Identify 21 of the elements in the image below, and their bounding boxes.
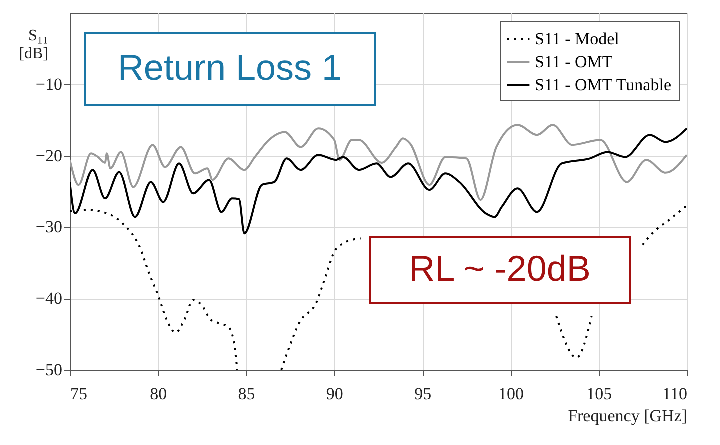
x-tick-label: 90 — [326, 384, 344, 404]
x-tick-label: 95 — [414, 384, 432, 404]
annotation: RL ~ -20dB — [409, 248, 591, 289]
legend-label: S11 - Model — [535, 30, 620, 48]
y-tick-label: −20 — [36, 146, 62, 166]
line-series — [70, 124, 687, 202]
legend-label: S11 - OMT Tunable — [535, 76, 672, 94]
y-axis-title: S₁₁ [dB] — [19, 28, 48, 62]
x-tick-label: 80 — [150, 384, 168, 404]
x-tick-label: 100 — [498, 384, 524, 404]
x-tick-label: 85 — [238, 384, 256, 404]
x-tick-label: 75 — [70, 384, 88, 404]
x-axis-title: Frequency [GHz] — [568, 406, 688, 426]
annotation: Return Loss 1 — [118, 47, 342, 88]
y-tick-label: −40 — [36, 289, 62, 308]
x-tick-label: 110 — [662, 384, 688, 404]
y-tick-label: −10 — [36, 74, 62, 94]
y-tick-label: −50 — [36, 360, 62, 380]
legend-label: S11 - OMT — [535, 52, 614, 72]
y-tick-label: −30 — [36, 218, 62, 237]
x-tick-label: 105 — [586, 384, 612, 404]
